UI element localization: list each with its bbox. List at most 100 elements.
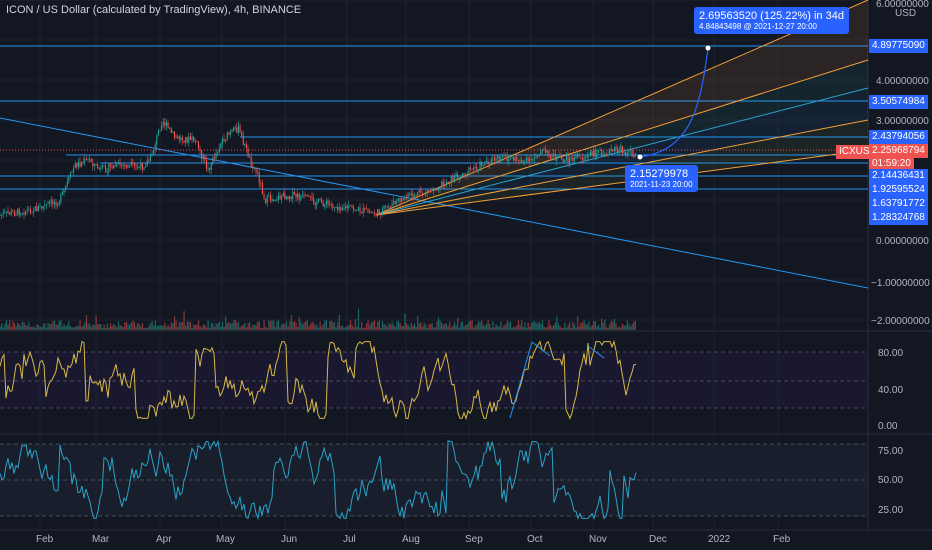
candle xyxy=(132,162,134,164)
volume-bar xyxy=(84,321,86,330)
trendline[interactable] xyxy=(0,117,869,289)
volume-bar xyxy=(426,327,428,330)
candle xyxy=(114,165,116,167)
target-callout[interactable]: 2.69563520 (125.22%) in 34d 4.84843498 @… xyxy=(694,7,849,34)
price-pane[interactable] xyxy=(0,0,868,330)
candle xyxy=(146,160,148,167)
volume-bar xyxy=(29,326,32,330)
volume-bar xyxy=(234,320,236,330)
candle xyxy=(509,157,511,159)
volume-bar xyxy=(554,322,556,330)
oscillator-1[interactable] xyxy=(0,339,637,421)
volume-bar xyxy=(461,321,464,330)
candle xyxy=(401,198,403,203)
origin-callout[interactable]: 2.15279978 2021-11-23 20:00 xyxy=(625,165,698,192)
volume-bar xyxy=(292,321,294,330)
volume-bar xyxy=(138,323,140,330)
candle xyxy=(514,156,516,161)
candle xyxy=(343,207,345,209)
candle xyxy=(589,151,591,155)
candle xyxy=(140,163,142,168)
candle xyxy=(412,193,414,198)
time-axis[interactable]: Feb Mar Apr May Jun Jul Aug Sep Oct Nov … xyxy=(36,534,791,545)
candle xyxy=(508,158,510,162)
volume-bar xyxy=(497,326,499,330)
candle xyxy=(505,155,507,157)
volume-bar xyxy=(154,320,156,330)
volume-bar xyxy=(609,324,611,330)
price-axis[interactable]: 6.00000000 USD 4.00000000 3.00000000 0.0… xyxy=(871,0,930,516)
volume-bar xyxy=(559,325,561,330)
volume-bar xyxy=(551,326,553,330)
volume-bar xyxy=(135,326,137,330)
candle xyxy=(564,160,566,163)
volume-bar xyxy=(55,324,57,330)
volume-bar xyxy=(317,327,320,330)
candle xyxy=(453,176,455,182)
candle xyxy=(159,130,161,132)
candle xyxy=(545,149,547,153)
candle xyxy=(452,176,454,182)
candle xyxy=(404,197,406,200)
candlestick-series[interactable] xyxy=(0,117,636,220)
candle xyxy=(10,210,12,215)
volume-bar xyxy=(82,325,84,330)
candle xyxy=(396,200,398,204)
candle xyxy=(87,159,89,161)
candle xyxy=(556,156,558,161)
candle xyxy=(93,163,95,167)
volume-bar xyxy=(69,325,72,330)
volume-bar xyxy=(89,323,91,330)
volume-bar xyxy=(298,317,300,330)
candle xyxy=(202,155,204,160)
candle xyxy=(111,166,113,169)
volume-bar xyxy=(570,327,572,330)
candle xyxy=(319,198,321,200)
volume-series xyxy=(0,308,636,330)
candle xyxy=(130,162,132,165)
oscillator-2[interactable] xyxy=(0,439,637,521)
volume-bar xyxy=(346,326,348,330)
candle xyxy=(260,182,262,184)
candle xyxy=(228,132,230,135)
candle xyxy=(124,164,126,166)
volume-bar xyxy=(225,316,227,330)
volume-bar xyxy=(495,323,497,330)
osc1-tick: 40.00 xyxy=(878,385,903,396)
candle xyxy=(297,193,299,198)
volume-bar xyxy=(66,324,68,330)
candle xyxy=(501,155,503,158)
volume-bar xyxy=(327,327,329,330)
candle xyxy=(357,207,359,211)
volume-bar xyxy=(439,320,441,330)
volume-bar xyxy=(501,327,504,330)
candle xyxy=(594,150,596,158)
volume-bar xyxy=(473,327,475,330)
volume-bar xyxy=(509,321,512,330)
candle xyxy=(71,172,73,173)
volume-bar xyxy=(450,327,452,330)
volume-bar xyxy=(257,321,259,330)
volume-bar xyxy=(511,327,513,330)
volume-bar xyxy=(613,318,616,330)
volume-bar xyxy=(545,327,547,330)
currency-label: USD xyxy=(895,8,916,19)
volume-bar xyxy=(565,327,568,330)
oscillator-trendline xyxy=(587,345,605,359)
candle xyxy=(421,193,423,195)
volume-bar xyxy=(378,320,380,330)
candle xyxy=(337,207,339,211)
volume-bar xyxy=(237,322,240,330)
volume-bar xyxy=(266,327,268,330)
candle xyxy=(188,136,190,143)
volume-bar xyxy=(431,322,433,330)
volume-bar xyxy=(188,321,190,330)
candle xyxy=(151,154,153,156)
volume-bar xyxy=(0,326,1,330)
candle xyxy=(290,196,292,199)
volume-bar xyxy=(521,320,523,330)
candle xyxy=(154,144,156,150)
candle xyxy=(178,136,180,140)
candle xyxy=(541,149,543,151)
